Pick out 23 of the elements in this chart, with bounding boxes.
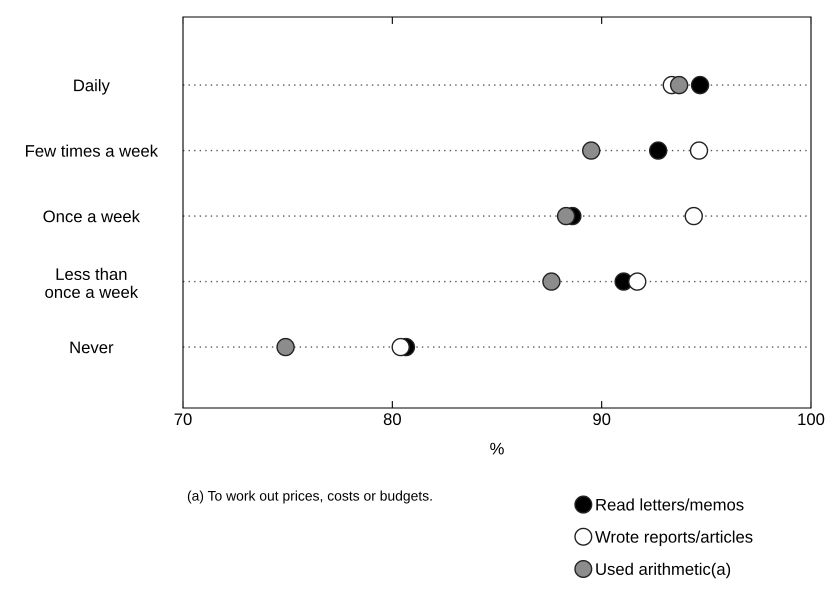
y-tick-label: Never [70, 342, 114, 354]
x-tick-label: 100 [798, 413, 824, 426]
legend-label: Wrote reports/articles [595, 530, 752, 546]
y-tick-label: Few times a week [26, 144, 158, 157]
legend-label: Read letters/memos [596, 498, 744, 511]
point [690, 76, 710, 94]
legend-label: Used arithmetic(a) [596, 562, 730, 578]
point [556, 206, 576, 226]
y-tick-label: Less than once a week [45, 268, 138, 298]
point [670, 76, 688, 94]
point [628, 272, 646, 291]
point [276, 338, 295, 356]
point [392, 338, 410, 356]
x-tick-label: 70 [174, 413, 192, 426]
point [542, 272, 561, 291]
y-tick-label: Once a week [43, 210, 140, 222]
x-tick-label: 80 [384, 413, 401, 426]
point [582, 141, 600, 160]
y-tick-label: Daily [74, 79, 110, 95]
x-tick-label: 90 [593, 413, 610, 426]
point [648, 141, 668, 160]
x-axis-title: % [490, 442, 504, 454]
text: (a) To work out prices, costs or budgets. [188, 490, 432, 504]
